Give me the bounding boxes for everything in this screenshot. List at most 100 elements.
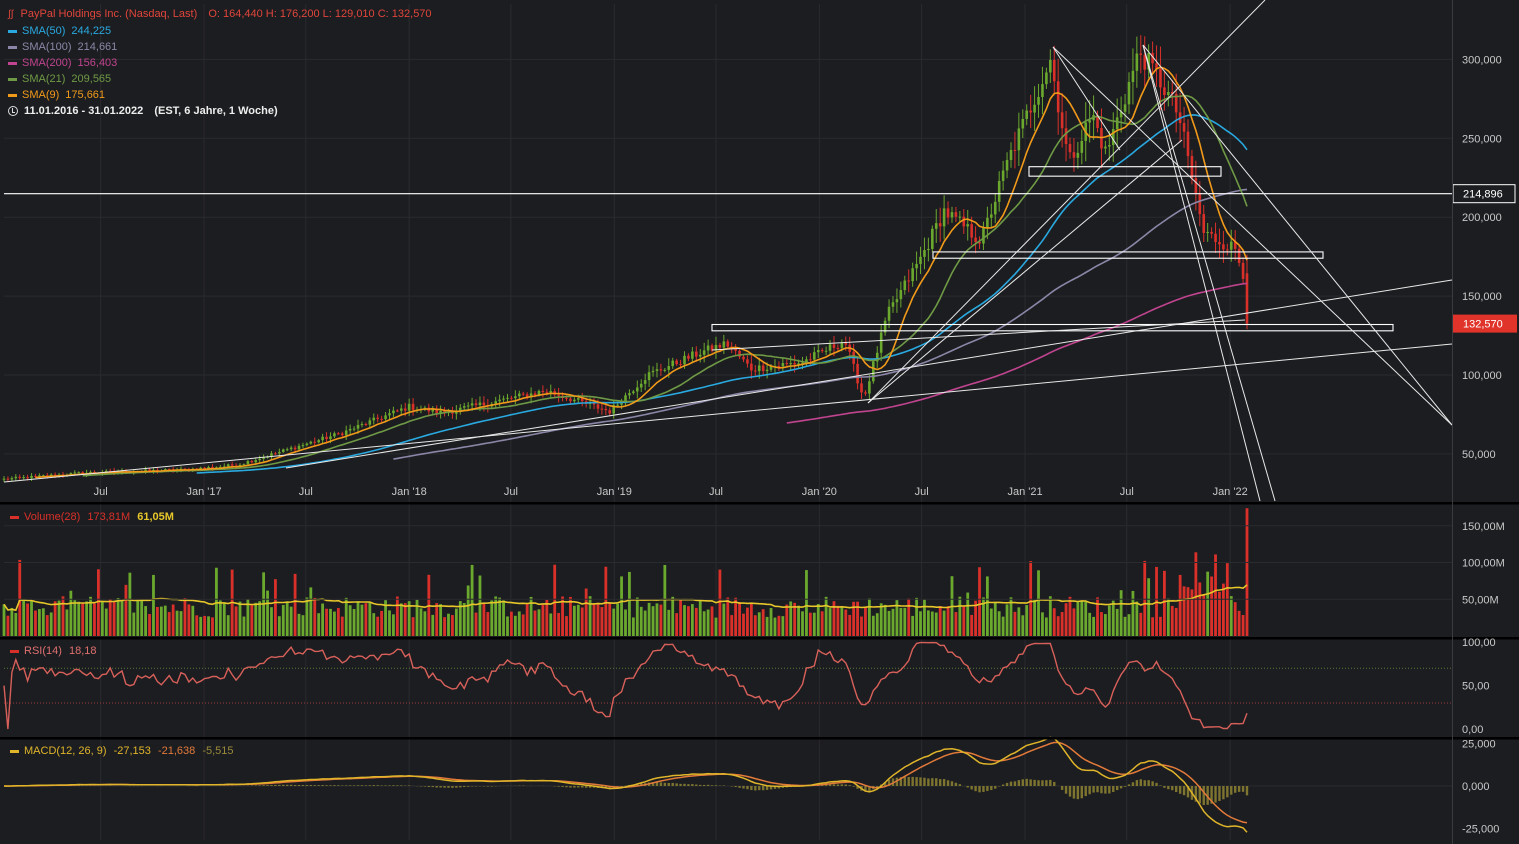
- rsi-pane[interactable]: [3, 641, 1452, 730]
- candle-body[interactable]: [254, 460, 258, 463]
- volume-bar[interactable]: [18, 559, 22, 636]
- macd-line[interactable]: [3, 736, 1248, 833]
- candle-body[interactable]: [958, 216, 962, 218]
- candle-body[interactable]: [403, 408, 407, 411]
- volume-bar[interactable]: [344, 597, 348, 636]
- candle-body[interactable]: [785, 363, 789, 365]
- candle-body[interactable]: [399, 408, 403, 411]
- candle-body[interactable]: [549, 391, 553, 393]
- candle-body[interactable]: [462, 406, 466, 408]
- candle-body[interactable]: [875, 352, 879, 362]
- volume-bar[interactable]: [730, 615, 734, 636]
- volume-bar[interactable]: [679, 600, 682, 636]
- volume-bar[interactable]: [104, 608, 108, 636]
- candle-body[interactable]: [313, 441, 317, 443]
- trendline[interactable]: [1142, 44, 1261, 502]
- candle-body[interactable]: [726, 341, 730, 347]
- volume-bar[interactable]: [1139, 612, 1143, 636]
- volume-bar[interactable]: [175, 610, 179, 636]
- volume-bar[interactable]: [1041, 612, 1044, 636]
- candle-body[interactable]: [1159, 68, 1162, 88]
- volume-bar[interactable]: [108, 599, 112, 636]
- candle-body[interactable]: [683, 355, 686, 365]
- volume-bar[interactable]: [399, 603, 403, 636]
- volume-bar[interactable]: [1005, 604, 1009, 636]
- volume-bar[interactable]: [541, 604, 545, 636]
- volume-bar[interactable]: [281, 604, 285, 636]
- volume-bar[interactable]: [97, 569, 100, 636]
- volume-bar[interactable]: [1096, 597, 1099, 636]
- volume-bar[interactable]: [93, 603, 96, 636]
- volume-bar[interactable]: [643, 610, 647, 636]
- volume-bar[interactable]: [620, 576, 623, 636]
- candle-body[interactable]: [573, 399, 576, 402]
- candle-body[interactable]: [813, 352, 816, 360]
- candle-body[interactable]: [1029, 110, 1032, 113]
- candle-body[interactable]: [537, 390, 541, 396]
- volume-bar[interactable]: [710, 606, 714, 636]
- volume-bar[interactable]: [588, 596, 592, 636]
- volume-bar[interactable]: [293, 573, 297, 636]
- volume-bar[interactable]: [592, 603, 596, 636]
- candle-body[interactable]: [868, 381, 871, 394]
- volume-bar[interactable]: [545, 599, 549, 636]
- volume-bar[interactable]: [749, 602, 753, 636]
- candle-body[interactable]: [620, 403, 623, 405]
- volume-bar[interactable]: [100, 601, 104, 636]
- volume-bar[interactable]: [1241, 615, 1245, 636]
- volume-bar[interactable]: [419, 608, 423, 636]
- volume-bar[interactable]: [856, 601, 859, 636]
- candle-body[interactable]: [305, 443, 309, 446]
- volume-bar[interactable]: [954, 612, 958, 636]
- volume-bar[interactable]: [985, 576, 989, 636]
- candle-body[interactable]: [1096, 115, 1099, 129]
- volume-bar[interactable]: [820, 611, 824, 636]
- candle-body[interactable]: [801, 362, 804, 364]
- volume-bar[interactable]: [797, 605, 800, 636]
- volume-bar[interactable]: [525, 603, 529, 636]
- volume-bar[interactable]: [49, 612, 53, 636]
- candle-body[interactable]: [2, 478, 6, 480]
- volume-bar[interactable]: [1182, 586, 1186, 636]
- volume-bar[interactable]: [207, 616, 210, 636]
- candle-body[interactable]: [903, 280, 907, 291]
- candle-body[interactable]: [478, 402, 482, 406]
- volume-bar[interactable]: [919, 611, 922, 636]
- volume-bar[interactable]: [659, 604, 663, 636]
- volume-bar[interactable]: [45, 615, 49, 636]
- volume-bar[interactable]: [1009, 597, 1013, 636]
- candle-body[interactable]: [576, 398, 580, 400]
- volume-bar[interactable]: [1033, 599, 1036, 636]
- candle-body[interactable]: [376, 417, 379, 419]
- volume-bar[interactable]: [706, 609, 710, 636]
- volume-bar[interactable]: [2, 604, 6, 636]
- volume-bar[interactable]: [557, 613, 561, 636]
- volume-bar[interactable]: [274, 579, 277, 636]
- volume-bar[interactable]: [805, 570, 808, 636]
- volume-bar[interactable]: [423, 611, 427, 636]
- candle-body[interactable]: [1226, 249, 1229, 251]
- volume-bar[interactable]: [1178, 574, 1182, 636]
- volume-bar[interactable]: [832, 601, 836, 636]
- volume-bar[interactable]: [10, 607, 14, 636]
- candle-body[interactable]: [289, 447, 293, 450]
- candle-body[interactable]: [81, 472, 84, 475]
- volume-bar[interactable]: [1237, 610, 1241, 636]
- candle-body[interactable]: [431, 408, 435, 412]
- candle-body[interactable]: [301, 445, 305, 447]
- candle-body[interactable]: [18, 476, 22, 478]
- volume-bar[interactable]: [388, 610, 391, 636]
- candle-body[interactable]: [435, 408, 438, 414]
- candle-body[interactable]: [1104, 146, 1107, 149]
- candle-body[interactable]: [911, 268, 914, 282]
- candle-body[interactable]: [451, 411, 454, 414]
- volume-bar[interactable]: [289, 606, 293, 636]
- candle-body[interactable]: [38, 475, 41, 477]
- volume-bar[interactable]: [482, 603, 486, 636]
- volume-bar[interactable]: [439, 604, 443, 636]
- volume-bar[interactable]: [718, 569, 722, 636]
- volume-bar[interactable]: [517, 611, 521, 636]
- volume-bar[interactable]: [537, 609, 541, 636]
- volume-bar[interactable]: [116, 598, 120, 636]
